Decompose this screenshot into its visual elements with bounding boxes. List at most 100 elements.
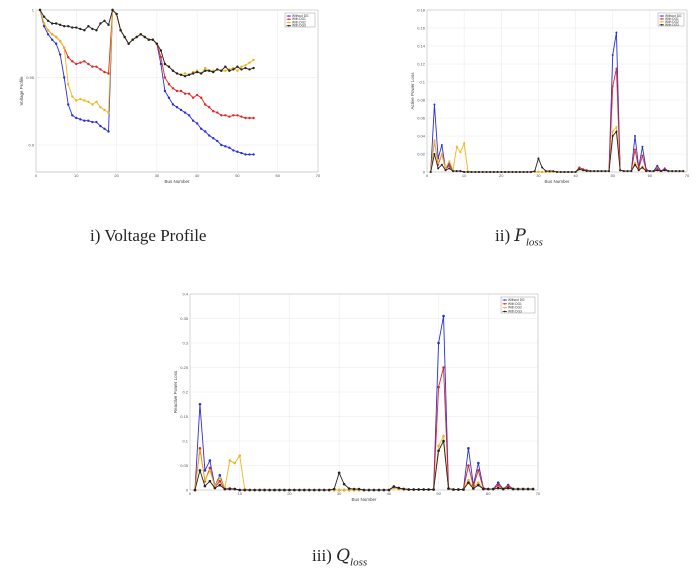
data-point [208,466,212,470]
data-point [203,478,207,482]
y-tick-label: 0.4 [182,291,188,296]
data-point [622,170,625,173]
data-point [187,92,191,95]
data-point [223,487,227,491]
y-tick-label: 0 [186,487,189,492]
data-point [79,97,82,101]
data-point [253,488,256,492]
data-point [459,170,462,173]
data-point [103,70,106,74]
x-tick-label: 0 [189,491,192,496]
data-point [103,108,106,112]
data-point [432,488,435,491]
data-point [67,103,70,106]
y-tick-label: 0.12 [417,61,426,66]
legend-marker [287,21,290,24]
data-point [337,471,341,475]
x-tick-label: 30 [337,491,342,496]
data-point [233,461,237,465]
x-tick-label: 20 [499,173,504,178]
data-point [212,137,215,140]
data-point [232,68,235,71]
data-point [429,171,432,173]
data-point [648,170,651,173]
data-point [522,171,525,173]
data-point [485,171,488,173]
data-point [179,108,183,112]
data-point [228,459,232,462]
data-point [228,69,231,72]
voltage-profile-panel: 0 10 20 30 40 50 60 70 0.9 0.95 1 Bus Number Voltage… [8,2,326,192]
x-tick-label: 10 [462,173,467,178]
x-tick-label: 50 [235,173,240,178]
legend-marker [503,303,506,305]
data-point [387,488,391,492]
data-point [50,38,54,41]
data-point [203,484,207,488]
data-point [437,449,440,453]
data-point [203,469,207,472]
data-point [232,149,235,152]
data-point [218,474,222,477]
data-point [652,170,655,173]
data-point [506,484,510,488]
data-point [578,168,581,171]
y-tick-label: 0.15 [180,414,189,419]
data-point [608,170,610,173]
voltage-profile-caption: i) Voltage Profile [90,226,207,245]
data-point [656,164,659,167]
legend-label: With DG3 [292,24,306,28]
data-point [83,119,86,122]
data-point [183,111,187,114]
data-point [107,23,110,27]
data-point [91,103,94,106]
data-point [198,469,202,472]
legend-label: With DG2 [508,306,522,310]
x-tick-label: 30 [155,173,160,178]
qloss-panel: 0 10 20 30 40 50 60 70 0 0.05 0.1 0.15 0.2 0.25 0.3 0.3… [165,284,545,509]
x-tick-label: 10 [237,491,242,496]
legend-box [657,12,685,27]
data-point [179,89,183,93]
x-tick-label: 20 [114,173,119,178]
data-point [240,151,243,155]
data-point [218,476,222,480]
data-point [71,95,74,98]
data-point [218,479,222,483]
y-tick-label: 0 [423,169,426,174]
data-point [208,469,212,472]
data-point [71,114,74,117]
y-tick-label: 0.08 [417,97,426,102]
data-point [224,69,227,72]
data-point [58,53,62,56]
data-point [58,39,62,43]
data-point [163,89,167,93]
x-tick-label: 30 [536,173,541,178]
legend-marker [503,299,506,301]
data-point [46,19,50,22]
x-tick-label: 60 [648,173,653,178]
legend-marker [287,18,290,21]
data-point [87,119,90,122]
data-point [667,170,670,173]
data-point [511,487,515,491]
data-point [83,60,86,63]
data-point [491,487,495,491]
data-point [548,170,551,173]
data-point [119,29,122,32]
data-point [489,171,492,173]
data-point [402,487,406,491]
data-point [195,122,199,125]
data-point [467,464,470,467]
data-point [238,454,242,457]
data-point [455,145,458,148]
data-point [58,23,62,27]
data-point [526,171,529,173]
data-point [671,170,674,173]
data-point [474,171,477,173]
data-point [433,139,436,142]
x-tick-label: 20 [287,491,292,496]
legend-label: With DG2 [292,20,306,24]
data-point [244,64,247,67]
data-point [199,127,203,130]
